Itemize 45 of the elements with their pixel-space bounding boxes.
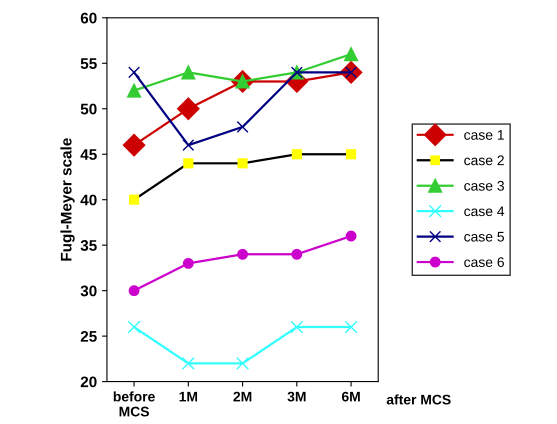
point bbox=[290, 320, 304, 334]
y-tick-label: 50 bbox=[80, 104, 97, 114]
x-axis-title: after MCS bbox=[386, 394, 451, 405]
point bbox=[292, 149, 302, 160]
legend-label: case 2 bbox=[464, 155, 504, 166]
y-tick-label: 40 bbox=[80, 194, 97, 206]
point bbox=[237, 248, 248, 260]
x-tick-label: 2M bbox=[233, 392, 252, 402]
x-tick-label: 3M bbox=[288, 392, 306, 402]
legend-label: case 1 bbox=[464, 130, 504, 140]
x-tick-label: before MCS bbox=[114, 391, 155, 416]
point bbox=[236, 120, 249, 133]
y-tick-label: 60 bbox=[80, 12, 97, 24]
y-tick-label: 25 bbox=[80, 330, 97, 342]
y-tick-label: 45 bbox=[80, 149, 97, 160]
point bbox=[291, 248, 302, 260]
point bbox=[182, 356, 195, 370]
point bbox=[344, 320, 358, 334]
y-axis-title: Fugl-Meyer scale bbox=[60, 138, 75, 261]
y-tick-label: 55 bbox=[80, 58, 97, 69]
y-tick-label: 20 bbox=[80, 376, 97, 388]
point bbox=[183, 158, 194, 168]
point bbox=[182, 139, 194, 152]
x-tick-label: 6M bbox=[342, 392, 360, 402]
legend-label: case 4 bbox=[464, 206, 504, 216]
point bbox=[346, 149, 356, 160]
legend-label: case 5 bbox=[464, 232, 504, 242]
point bbox=[181, 65, 196, 80]
point bbox=[126, 83, 142, 98]
point bbox=[122, 134, 146, 156]
point bbox=[182, 258, 194, 269]
point bbox=[128, 66, 140, 78]
point bbox=[346, 230, 356, 242]
point bbox=[236, 356, 250, 370]
point bbox=[128, 194, 140, 205]
y-tick-label: 30 bbox=[80, 286, 97, 296]
point bbox=[128, 285, 140, 296]
x-tick-label: 1M bbox=[180, 392, 198, 402]
legend-label: case 6 bbox=[464, 257, 504, 268]
y-tick-label: 35 bbox=[80, 240, 97, 251]
point bbox=[344, 47, 358, 62]
legend-label: case 3 bbox=[464, 180, 504, 191]
point bbox=[237, 158, 248, 168]
point bbox=[177, 97, 200, 120]
point bbox=[128, 320, 141, 334]
